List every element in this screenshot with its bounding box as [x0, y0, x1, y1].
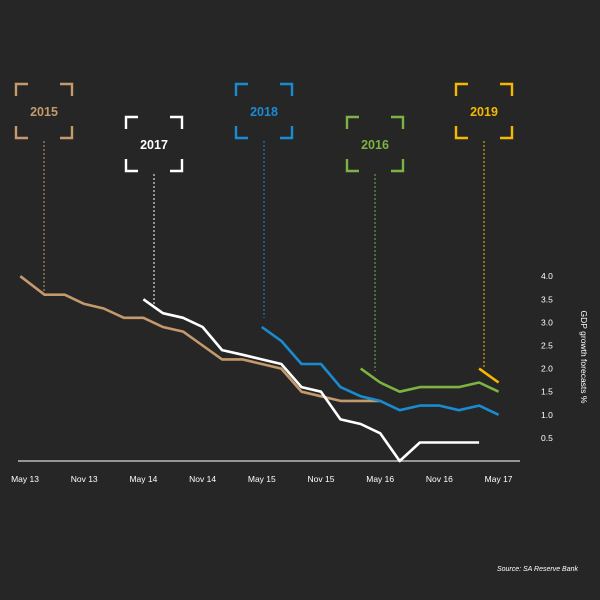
y-tick-label: 0.5	[541, 433, 553, 443]
x-tick-label: May 16	[366, 474, 394, 484]
legend-box-2019	[454, 82, 514, 140]
series-2015-line	[19, 275, 381, 403]
y-tick-label: 1.5	[541, 387, 553, 397]
series-2018-line	[261, 325, 500, 416]
y-tick-label: 4.0	[541, 271, 553, 281]
legend-box-2018	[234, 82, 294, 140]
y-tick-label: 1.0	[541, 410, 553, 420]
x-tick-label: Nov 13	[71, 474, 98, 484]
legend-box-2017	[124, 115, 184, 173]
legend-label-2019: 2019	[470, 105, 498, 119]
y-tick-label: 2.5	[541, 341, 553, 351]
legend-label-2017: 2017	[140, 138, 168, 152]
legend-box-2015	[14, 82, 74, 140]
legend-box-2016	[345, 115, 405, 173]
legend-label-2016: 2016	[361, 138, 389, 152]
x-tick-label: Nov 14	[189, 474, 216, 484]
series-2017-line	[142, 298, 480, 463]
series-2019-line	[478, 367, 500, 384]
y-tick-label: 3.5	[541, 294, 553, 304]
x-tick-label: May 14	[129, 474, 157, 484]
x-tick-label: Nov 15	[308, 474, 335, 484]
y-axis-label: GDP growth forecasts %	[579, 311, 589, 404]
x-tick-label: May 13	[11, 474, 39, 484]
y-tick-label: 3.0	[541, 317, 553, 327]
legend-label-2018: 2018	[250, 105, 278, 119]
x-tick-label: Nov 16	[426, 474, 453, 484]
source-note: Source: SA Reserve Bank	[496, 566, 578, 573]
series-2016-line	[359, 367, 500, 394]
y-tick-label: 2.0	[541, 364, 553, 374]
x-tick-label: May 15	[248, 474, 276, 484]
legend-label-2015: 2015	[30, 105, 58, 119]
x-tick-label: May 17	[485, 474, 513, 484]
